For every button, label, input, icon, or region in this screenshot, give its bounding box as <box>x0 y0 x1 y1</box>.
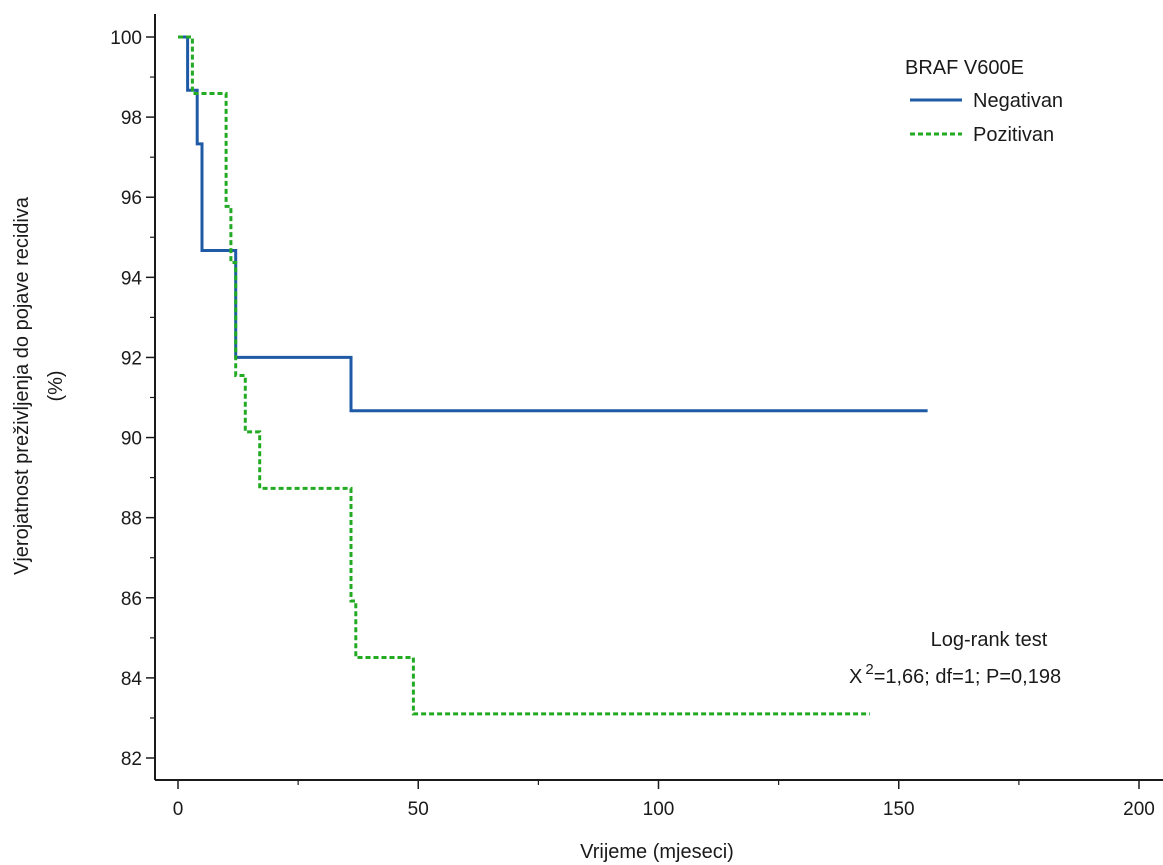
y-tick-label-90: 90 <box>121 429 142 450</box>
legend: BRAF V600E Negativan Pozitivan <box>905 57 1063 146</box>
y-tick-label-88: 88 <box>121 509 142 530</box>
y-axis-title-unit: (%) <box>45 370 67 401</box>
y-tick-label-92: 92 <box>121 348 142 369</box>
y-tick-label-100: 100 <box>110 28 142 49</box>
logrank-stats: X 2=1,66; df=1; P=0,198 <box>849 661 1061 688</box>
y-tick-label-94: 94 <box>121 268 143 289</box>
x-tick-label-200: 200 <box>1123 799 1155 820</box>
x-axis-title: Vrijeme (mjeseci) <box>580 841 734 863</box>
y-tick-label-96: 96 <box>121 188 142 209</box>
chi-symbol: X <box>849 666 862 688</box>
series-layer <box>178 35 928 716</box>
x-axis-ticks: 0 50 100 150 200 <box>173 780 1155 820</box>
legend-label-pozitivan: Pozitivan <box>973 124 1054 146</box>
y-tick-label-86: 86 <box>121 589 142 610</box>
x-tick-label-100: 100 <box>643 799 675 820</box>
series-line-negativan <box>178 35 928 413</box>
logrank-title: Log-rank test <box>931 629 1048 651</box>
chi-superscript: 2 <box>865 661 873 678</box>
series-line-pozitivan <box>178 35 870 716</box>
logrank-values: =1,66; df=1; P=0,198 <box>874 666 1061 688</box>
logrank-annotation: Log-rank test X 2=1,66; df=1; P=0,198 <box>849 629 1061 688</box>
y-tick-label-82: 82 <box>121 749 142 770</box>
legend-label-negativan: Negativan <box>973 90 1063 112</box>
y-axis-title: Vjerojatnost preživljenja do pojave reci… <box>11 196 33 575</box>
y-tick-label-98: 98 <box>121 108 142 129</box>
y-tick-label-84: 84 <box>121 669 143 690</box>
x-tick-label-50: 50 <box>408 799 429 820</box>
y-axis-ticks: 82 84 86 88 90 92 94 96 98 100 <box>110 28 155 770</box>
legend-title: BRAF V600E <box>905 57 1024 79</box>
x-tick-label-0: 0 <box>173 799 184 820</box>
x-tick-label-150: 150 <box>883 799 915 820</box>
